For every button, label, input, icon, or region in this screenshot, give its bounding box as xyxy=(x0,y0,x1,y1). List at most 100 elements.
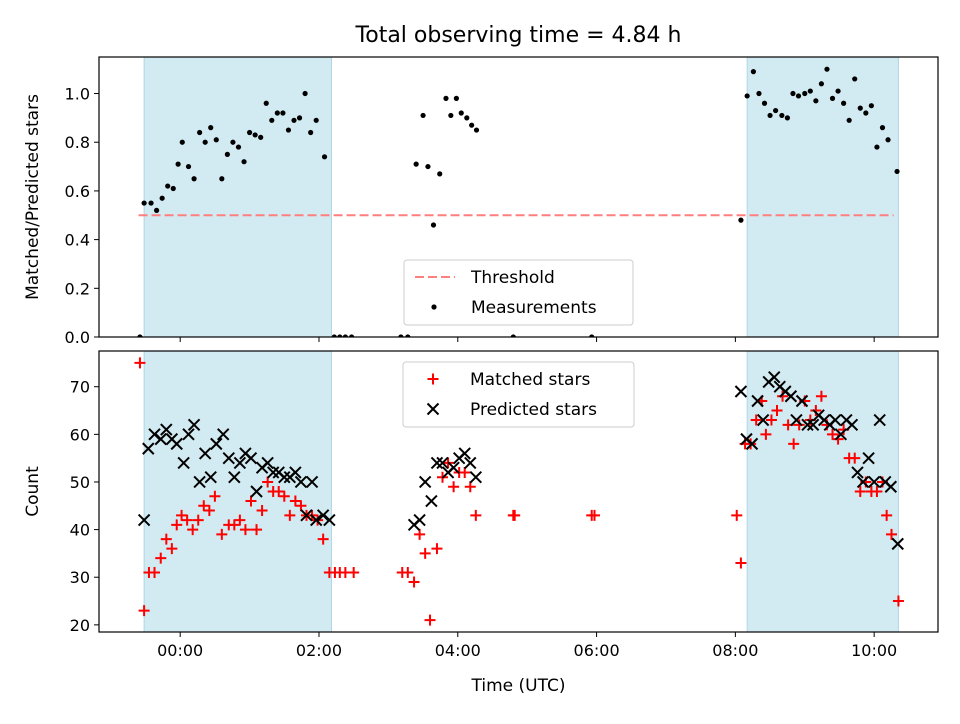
predicted-star-point xyxy=(464,456,477,470)
predicted-star-point xyxy=(137,513,151,527)
matched-star-point xyxy=(788,438,800,450)
matched-star-point xyxy=(289,495,301,507)
x-tick-label: 00:00 xyxy=(157,641,203,660)
matched-star-point xyxy=(295,500,307,512)
measurement-point xyxy=(349,334,355,337)
matched-star-point xyxy=(348,566,360,578)
measurement-point xyxy=(868,103,874,109)
predicted-star-point xyxy=(278,471,291,484)
measurement-point xyxy=(744,93,750,99)
predicted-star-point xyxy=(170,437,183,451)
chart-title: Total observing time = 4.84 h xyxy=(355,23,682,48)
measurement-point xyxy=(398,334,404,337)
measurement-point xyxy=(313,117,319,123)
predicted-star-point xyxy=(187,418,201,432)
matched-star-point xyxy=(228,519,240,531)
matched-star-point xyxy=(181,514,193,526)
y-axis-label: Count xyxy=(23,466,43,517)
measurement-point xyxy=(213,137,219,143)
predicted-star-point xyxy=(217,428,230,441)
matched-star-point xyxy=(777,390,789,402)
measurement-point xyxy=(331,334,337,337)
measurement-point xyxy=(219,176,225,182)
matched-star-point xyxy=(588,509,600,521)
y-tick-label: 60 xyxy=(70,425,90,444)
matched-star-point xyxy=(192,514,204,526)
measurement-point xyxy=(342,334,348,337)
predicted-star-point xyxy=(834,428,848,441)
measurement-point xyxy=(767,112,773,119)
matched-star-point xyxy=(160,533,172,545)
measurement-point xyxy=(510,334,516,337)
predicted-star-point xyxy=(289,466,302,479)
axes-frame xyxy=(98,56,939,338)
measurement-point xyxy=(773,107,779,114)
measurement-point xyxy=(296,115,303,121)
measurement-point xyxy=(285,127,292,133)
measurement-point xyxy=(589,334,595,337)
measurement-point xyxy=(185,163,192,170)
measurement-point xyxy=(756,90,762,97)
matched-star-point xyxy=(166,543,178,555)
predicted-star-point xyxy=(233,456,247,470)
shaded-interval xyxy=(143,350,332,633)
matched-star-point xyxy=(750,414,762,426)
measurement-point xyxy=(148,200,154,206)
measurement-point xyxy=(784,115,791,121)
x-tick-label: 08:00 xyxy=(712,641,758,660)
legend-label: Threshold xyxy=(470,268,555,288)
y-tick-label: 70 xyxy=(70,378,90,397)
measurement-point xyxy=(779,112,785,119)
predicted-star-point xyxy=(458,447,471,460)
matched-star-point xyxy=(815,390,827,402)
measurement-point xyxy=(835,88,841,94)
measurement-point xyxy=(863,110,869,116)
measurement-point xyxy=(894,168,900,175)
predicted-star-point xyxy=(745,437,759,451)
x-tick-label: 04:00 xyxy=(435,641,481,660)
measurement-point xyxy=(165,183,171,189)
matched-star-point xyxy=(198,500,210,512)
measurement-point xyxy=(818,81,825,87)
measurement-point xyxy=(269,117,275,123)
measurement-point xyxy=(235,144,242,150)
matched-star-point xyxy=(408,576,420,588)
measurement-point xyxy=(443,95,449,101)
matched-star-point xyxy=(827,428,839,440)
matched-star-point xyxy=(171,519,183,531)
matched-star-point xyxy=(234,514,246,526)
matched-star-point xyxy=(402,566,414,578)
measurement-point xyxy=(291,117,297,123)
predicted-star-point xyxy=(867,475,881,489)
measurement-point xyxy=(413,161,419,167)
y-axis-label: Matched/Predicted stars xyxy=(23,94,43,300)
measurement-point xyxy=(807,88,813,94)
measurement-point xyxy=(473,127,480,133)
shaded-interval xyxy=(746,56,899,338)
measurement-point xyxy=(813,98,819,104)
measurement-point xyxy=(241,159,247,165)
measurement-point xyxy=(179,139,185,145)
axes-frame xyxy=(98,350,939,633)
x-axis-label: Time (UTC) xyxy=(471,676,566,696)
measurement-point xyxy=(829,95,836,101)
predicted-star-point xyxy=(294,475,308,489)
legend-measurement-swatch xyxy=(431,304,437,310)
predicted-star-point xyxy=(469,471,483,484)
legend-predicted-swatch xyxy=(426,402,440,416)
predicted-star-point xyxy=(430,456,444,470)
matched-star-point xyxy=(760,428,772,440)
predicted-star-point xyxy=(751,394,764,408)
measurement-point xyxy=(795,93,802,99)
matched-star-point xyxy=(464,481,476,493)
predicted-star-point xyxy=(884,480,898,493)
matched-star-point xyxy=(155,552,167,564)
predicted-star-point xyxy=(447,461,460,474)
matched-star-point xyxy=(138,605,150,617)
measurement-point xyxy=(159,195,165,201)
predicted-star-point xyxy=(795,394,809,408)
matched-star-point xyxy=(216,528,228,540)
matched-star-point xyxy=(871,486,883,497)
matched-star-point xyxy=(892,595,904,607)
predicted-star-point xyxy=(154,432,167,446)
